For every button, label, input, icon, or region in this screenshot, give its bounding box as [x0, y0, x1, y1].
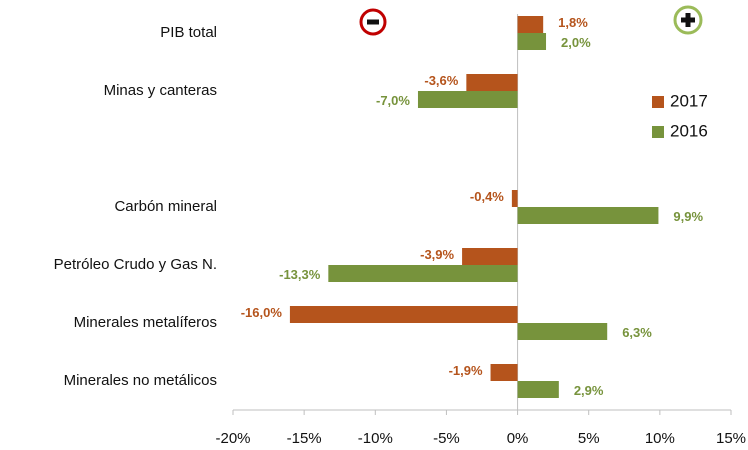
legend-label: 2016 — [670, 121, 708, 140]
value-label: -3,9% — [420, 247, 454, 262]
bar — [289, 306, 518, 323]
value-label: -13,3% — [279, 267, 321, 282]
bar — [417, 91, 518, 108]
x-tick-label: 0% — [507, 430, 529, 447]
bar — [466, 74, 518, 91]
x-tick-label: 5% — [578, 430, 600, 447]
category-label: Minerales no metálicos — [64, 372, 217, 389]
bar — [490, 364, 518, 381]
value-label: -16,0% — [241, 305, 283, 320]
bar — [517, 207, 659, 224]
category-label: Petróleo Crudo y Gas N. — [54, 256, 217, 273]
x-tick-label: -10% — [358, 430, 393, 447]
value-label: 2,0% — [561, 35, 591, 50]
x-tick-label: -15% — [287, 430, 322, 447]
value-label: -7,0% — [376, 93, 410, 108]
minus-icon — [359, 8, 387, 36]
category-label: Minas y canteras — [104, 82, 217, 99]
legend-swatch — [652, 126, 664, 138]
value-label: -3,6% — [424, 73, 458, 88]
x-tick-label: -20% — [215, 430, 250, 447]
bar — [517, 16, 544, 33]
bar — [511, 190, 518, 207]
value-label: 1,8% — [558, 15, 588, 30]
value-label: 2,9% — [574, 383, 604, 398]
x-tick-label: 15% — [716, 430, 746, 447]
value-label: 6,3% — [622, 325, 652, 340]
plus-icon — [673, 5, 703, 35]
legend-swatch — [652, 96, 664, 108]
category-label: Minerales metalíferos — [74, 314, 217, 331]
category-label: PIB total — [160, 24, 217, 41]
x-tick-label: -5% — [433, 430, 460, 447]
value-label: -1,9% — [449, 363, 483, 378]
x-tick-label: 10% — [645, 430, 675, 447]
bar — [517, 33, 547, 50]
legend-label: 2017 — [670, 91, 708, 110]
bar — [517, 381, 559, 398]
bar — [517, 323, 608, 340]
category-label: Carbón mineral — [114, 198, 217, 215]
value-label: 9,9% — [673, 209, 703, 224]
value-label: -0,4% — [470, 189, 504, 204]
bar — [328, 265, 518, 282]
bar — [462, 248, 518, 265]
